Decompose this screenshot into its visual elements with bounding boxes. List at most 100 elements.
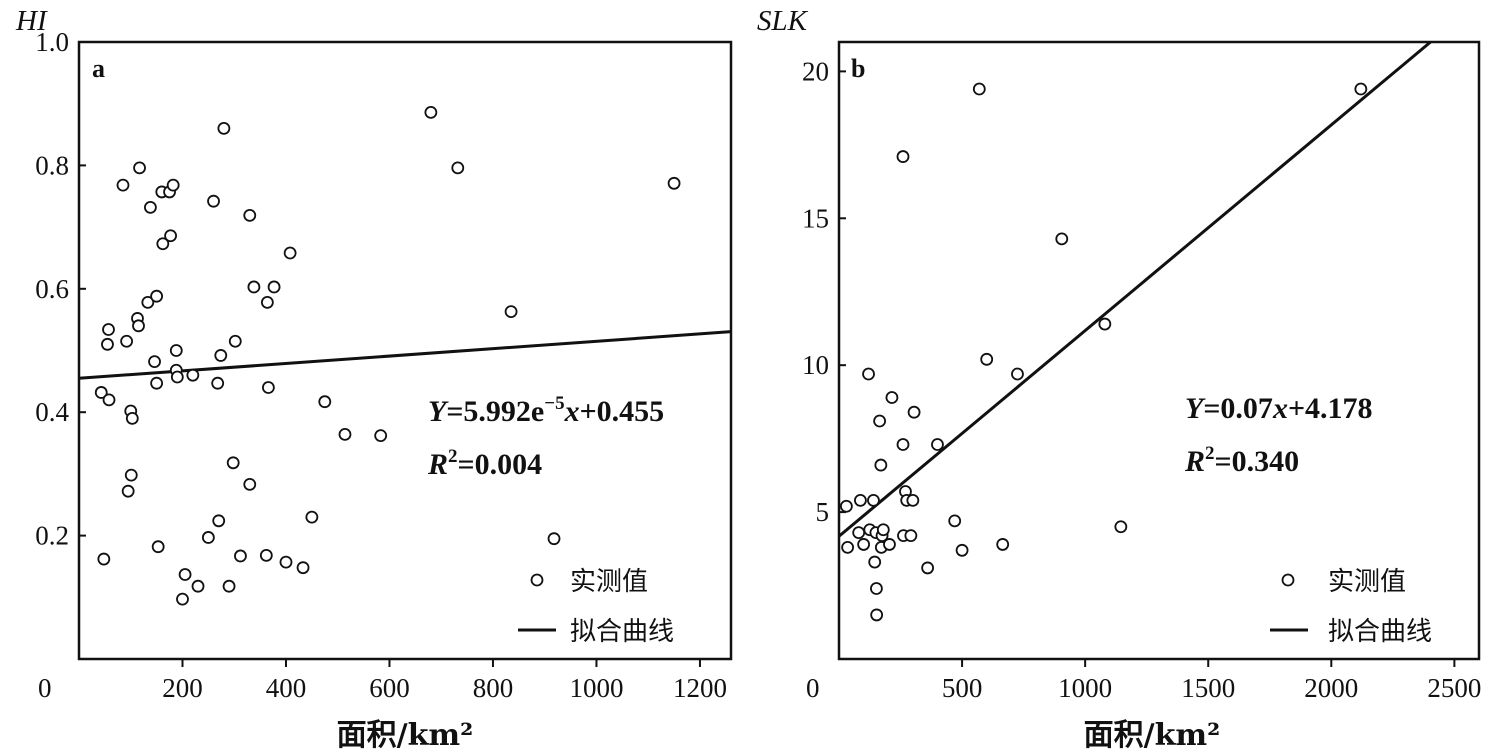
panel-b-data-point	[931, 438, 944, 451]
panel-b-origin-label: 0	[806, 673, 820, 703]
panel-b-legend: 实测值 拟合曲线	[1270, 567, 1432, 647]
panel-b-r-squared: R2=0.340	[1184, 443, 1299, 478]
panel-b-data-point	[907, 405, 921, 419]
panel-b-data-point	[862, 367, 875, 381]
panel-a-data-point	[667, 176, 681, 190]
panel-b-legend-point-marker	[1281, 573, 1295, 587]
panel-a-y-ticks: 0.2 0.4 0.6 0.8 1.0	[35, 27, 86, 551]
panel-a-data-point	[211, 376, 225, 390]
panel-b-data-point	[1011, 367, 1024, 381]
panel-a-data-point	[133, 161, 146, 175]
panel-a-x-tick-label: 400	[266, 673, 307, 703]
panel-b-x-tick-label: 1500	[1181, 673, 1235, 703]
panel-a-r-squared: R2=0.004	[427, 446, 542, 481]
panel-a-legend-line-label: 拟合曲线	[570, 617, 674, 647]
panel-b-fit-equation: Y=0.07x+4.178	[1185, 392, 1373, 425]
panel-a-data-point	[222, 579, 236, 593]
panel-a-y-tick-label: 0.8	[35, 150, 69, 180]
panel-a-data-point	[125, 411, 139, 425]
panel-b-data-point	[948, 514, 962, 528]
panel-a-data-point	[305, 510, 319, 524]
panel-b-slk-vs-area: SLK b 0 面积/km² 5 10 15 20 500 1000 1500 2000 25…	[757, 5, 1481, 753]
panel-a-data-point	[212, 514, 226, 528]
panel-a-fit-equation: Y=5.992e−5x+0.455	[428, 393, 664, 428]
panel-a-data-point	[259, 548, 273, 562]
panel-b-data-point	[867, 493, 880, 507]
panel-b-plot-frame	[837, 40, 1481, 661]
panel-a-fit-line	[78, 330, 732, 380]
panel-a-data-point	[226, 456, 240, 470]
panel-b-data-point	[839, 499, 853, 513]
panel-a-data-point	[207, 194, 220, 208]
panel-a-origin-label: 0	[38, 673, 52, 703]
panel-b-data-point	[885, 391, 899, 404]
panel-a-data-point	[176, 592, 189, 606]
panel-a-data-point	[451, 161, 465, 175]
panel-a-data-point	[424, 105, 438, 119]
panel-a-data-point	[144, 200, 157, 214]
panel-a-x-tick-label: 800	[473, 673, 514, 703]
panel-a-legend: 实测值 拟合曲线	[518, 567, 674, 647]
panel-b-data-point	[1098, 317, 1112, 331]
panel-b-data-point	[955, 543, 969, 557]
panel-a-data-point	[164, 229, 177, 243]
panel-b-x-tick-label: 1000	[1058, 673, 1112, 703]
panel-a-data-point	[374, 429, 388, 443]
panel-b-data-point	[1354, 82, 1368, 96]
panel-a-regression-line	[78, 330, 732, 380]
panel-a-data-point	[150, 376, 164, 390]
panel-a-data-point	[97, 552, 111, 566]
panel-a-y-axis-title: HI	[15, 5, 48, 37]
panel-b-data-point	[906, 493, 920, 507]
panel-b-data-point	[874, 458, 888, 472]
panel-b-x-tick-label: 500	[942, 673, 983, 703]
panel-a-data-point	[170, 370, 184, 384]
panel-a-data-point	[283, 246, 297, 260]
panel-b-data-point	[896, 150, 910, 163]
panel-a-data-point	[141, 295, 155, 309]
panel-a-data-point	[102, 323, 115, 336]
panel-a-legend-points-label: 实测值	[570, 567, 648, 597]
panel-b-data-point	[870, 582, 883, 595]
panel-a-x-tick-label: 1200	[673, 673, 727, 703]
panel-a-data-point	[296, 561, 310, 575]
panel-a-y-tick-label: 0.6	[35, 274, 69, 304]
panel-b-y-tick-label: 5	[816, 497, 830, 527]
panel-b-regression-line	[838, 40, 1432, 538]
panel-a-x-tick-label: 1000	[569, 673, 623, 703]
panel-a-data-point	[261, 381, 275, 394]
panel-a-label: a	[92, 54, 105, 83]
panel-a-data-point	[178, 568, 192, 581]
panel-a-data-point	[132, 319, 145, 333]
panel-b-y-axis-title: SLK	[757, 5, 809, 37]
panel-a-data-point	[116, 178, 130, 192]
panel-a-data-point	[166, 178, 180, 192]
panel-a-y-tick-label: 1.0	[35, 27, 69, 57]
panel-a-data-point	[121, 484, 135, 498]
panel-a-data-point	[191, 579, 205, 593]
panel-a-data-point	[151, 540, 165, 554]
panel-b-data-point	[896, 438, 910, 451]
panel-a-data-point	[247, 280, 261, 294]
panel-b-data-point	[868, 555, 882, 569]
panel-a-data-point	[234, 549, 247, 563]
panel-a-x-tick-label: 600	[369, 673, 410, 703]
panel-a-legend-point-marker	[530, 573, 544, 587]
panel-a-data-point	[279, 555, 293, 569]
panel-b-data-point	[883, 538, 896, 551]
panel-b-data-point	[1114, 520, 1128, 534]
panel-a-data-point	[267, 280, 281, 294]
panel-b-data-point	[870, 608, 884, 622]
panel-a-data-point	[124, 468, 138, 482]
panel-b-legend-line-label: 拟合曲线	[1328, 617, 1432, 647]
panel-a-data-point	[318, 395, 332, 409]
panel-a-data-point	[243, 208, 257, 222]
panel-b-data-point	[980, 352, 994, 366]
panel-a-data-point	[243, 477, 257, 491]
panel-b-data-point	[857, 538, 871, 551]
panel-b-data-point	[841, 540, 855, 554]
panel-b-data-point	[854, 493, 867, 507]
panel-b-data-point	[876, 523, 890, 537]
panel-a-data-point	[186, 368, 200, 382]
